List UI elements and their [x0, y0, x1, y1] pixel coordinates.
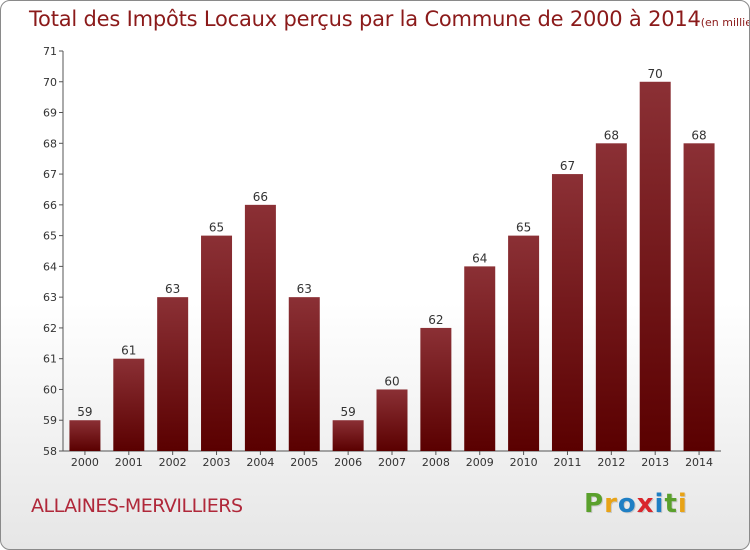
bar	[332, 420, 364, 451]
bar	[157, 297, 189, 451]
y-tick-label: 59	[43, 414, 57, 427]
bar	[683, 143, 715, 452]
y-tick-label: 68	[43, 137, 57, 150]
commune-name: ALLAINES-MERVILLIERS	[31, 495, 243, 517]
x-tick-label: 2005	[290, 456, 318, 469]
data-label: 68	[691, 128, 706, 142]
data-label: 65	[209, 221, 224, 235]
bar	[69, 420, 101, 451]
x-tick-label: 2010	[510, 456, 538, 469]
data-label: 65	[516, 221, 531, 235]
y-tick-label: 71	[43, 45, 57, 58]
logo-letter: i	[677, 489, 688, 519]
x-tick-label: 2012	[597, 456, 625, 469]
data-label: 70	[648, 67, 663, 81]
title-text: Total des Impôts Locaux perçus par la Co…	[29, 7, 701, 31]
y-tick-label: 60	[43, 383, 57, 396]
bar	[551, 174, 583, 452]
data-label: 63	[297, 282, 312, 296]
data-label: 63	[165, 282, 180, 296]
x-tick-label: 2013	[641, 456, 669, 469]
bar	[464, 266, 496, 451]
bar	[244, 204, 276, 451]
y-tick-label: 65	[43, 230, 57, 243]
data-label: 66	[253, 190, 268, 204]
data-label: 61	[121, 344, 136, 358]
x-tick-label: 2011	[553, 456, 581, 469]
x-tick-label: 2001	[115, 456, 143, 469]
y-tick-label: 62	[43, 322, 57, 335]
data-label: 62	[428, 313, 443, 327]
logo-letter: r	[604, 489, 618, 519]
logo-letter: P	[584, 489, 605, 519]
bar	[639, 81, 671, 452]
x-tick-label: 2004	[246, 456, 274, 469]
data-label: 67	[560, 159, 575, 173]
bar	[201, 235, 233, 451]
y-tick-label: 63	[43, 291, 57, 304]
y-tick-label: 66	[43, 199, 57, 212]
data-label: 68	[604, 128, 619, 142]
bar	[508, 235, 540, 451]
y-tick-label: 67	[43, 168, 57, 181]
y-tick-label: 58	[43, 445, 57, 458]
bar	[376, 389, 408, 451]
logo-letter: i	[654, 489, 665, 519]
x-tick-label: 2003	[203, 456, 231, 469]
bar	[113, 358, 145, 451]
y-tick-label: 61	[43, 353, 57, 366]
logo-letter: x	[636, 489, 655, 519]
chart-title: Total des Impôts Locaux perçus par la Co…	[29, 7, 749, 31]
x-tick-label: 2014	[685, 456, 713, 469]
title-unit: (en milliers d'€)	[700, 16, 749, 29]
x-tick-label: 2006	[334, 456, 362, 469]
data-label: 64	[472, 251, 487, 265]
y-tick-label: 64	[43, 260, 57, 273]
x-tick-label: 2002	[159, 456, 187, 469]
bar	[420, 327, 452, 451]
proxiti-logo: Proxiti	[584, 489, 688, 519]
data-label: 59	[77, 405, 92, 419]
x-tick-label: 2008	[422, 456, 450, 469]
logo-letter: t	[664, 489, 678, 519]
data-label: 60	[384, 374, 399, 388]
bar	[595, 143, 627, 452]
logo-letter: o	[617, 489, 637, 519]
x-tick-label: 2007	[378, 456, 406, 469]
data-label: 59	[340, 405, 355, 419]
bar	[288, 297, 320, 451]
x-tick-label: 2009	[466, 456, 494, 469]
x-tick-label: 2000	[71, 456, 99, 469]
y-tick-label: 70	[43, 76, 57, 89]
y-tick-label: 69	[43, 107, 57, 120]
